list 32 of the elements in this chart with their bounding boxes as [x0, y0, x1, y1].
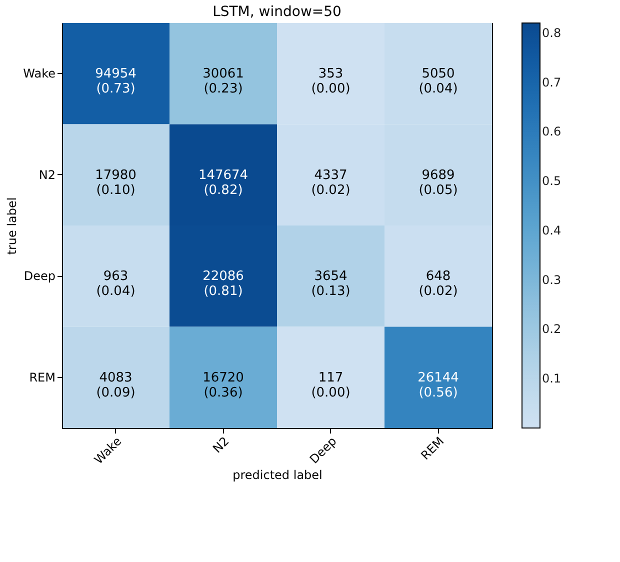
y-axis-title: true label — [5, 197, 20, 255]
color-bar-label: 0.6 — [542, 124, 562, 139]
data-label: 30061 (0.23) — [202, 66, 244, 97]
color-bar-label: 0.2 — [542, 322, 562, 336]
color-bar-label: 0.5 — [542, 174, 562, 188]
data-label: 17980 (0.10) — [95, 168, 136, 198]
data-label: 4083 (0.09) — [96, 370, 136, 400]
data-label: 9689 (0.05) — [418, 168, 458, 198]
data-label: 3654 (0.13) — [311, 269, 350, 300]
data-label: 5050 (0.04) — [418, 66, 458, 97]
color-bar-label: 0.4 — [542, 223, 562, 238]
color-bar-label: 0.1 — [542, 372, 562, 386]
color-bar-label: 0.8 — [542, 26, 562, 40]
color-bar-label: 0.3 — [542, 272, 562, 287]
data-label: 94954 (0.73) — [95, 66, 136, 97]
x-axis-title: predicted label — [232, 468, 322, 482]
chart-title: LSTM, window=50 — [212, 4, 342, 20]
data-label: 963 (0.04) — [96, 269, 136, 300]
data-label: 26144 (0.56) — [418, 370, 459, 400]
color-bar-label: 0.7 — [542, 75, 562, 90]
data-label: 147674 (0.82) — [198, 168, 248, 198]
data-label: 22086 (0.81) — [202, 269, 244, 300]
data-label: 117 (0.00) — [311, 370, 350, 400]
data-label: 353 (0.00) — [311, 66, 350, 97]
data-label: 4337 (0.02) — [311, 168, 350, 198]
x-tick-label: N2 — [210, 434, 232, 456]
y-tick-label: REM — [29, 370, 56, 384]
y-tick-label: Wake — [23, 66, 56, 81]
data-label: 648 (0.02) — [418, 269, 458, 300]
y-tick-label: Deep — [24, 269, 56, 284]
y-tick-label: N2 — [38, 168, 56, 182]
data-label: 16720 (0.36) — [202, 370, 244, 400]
